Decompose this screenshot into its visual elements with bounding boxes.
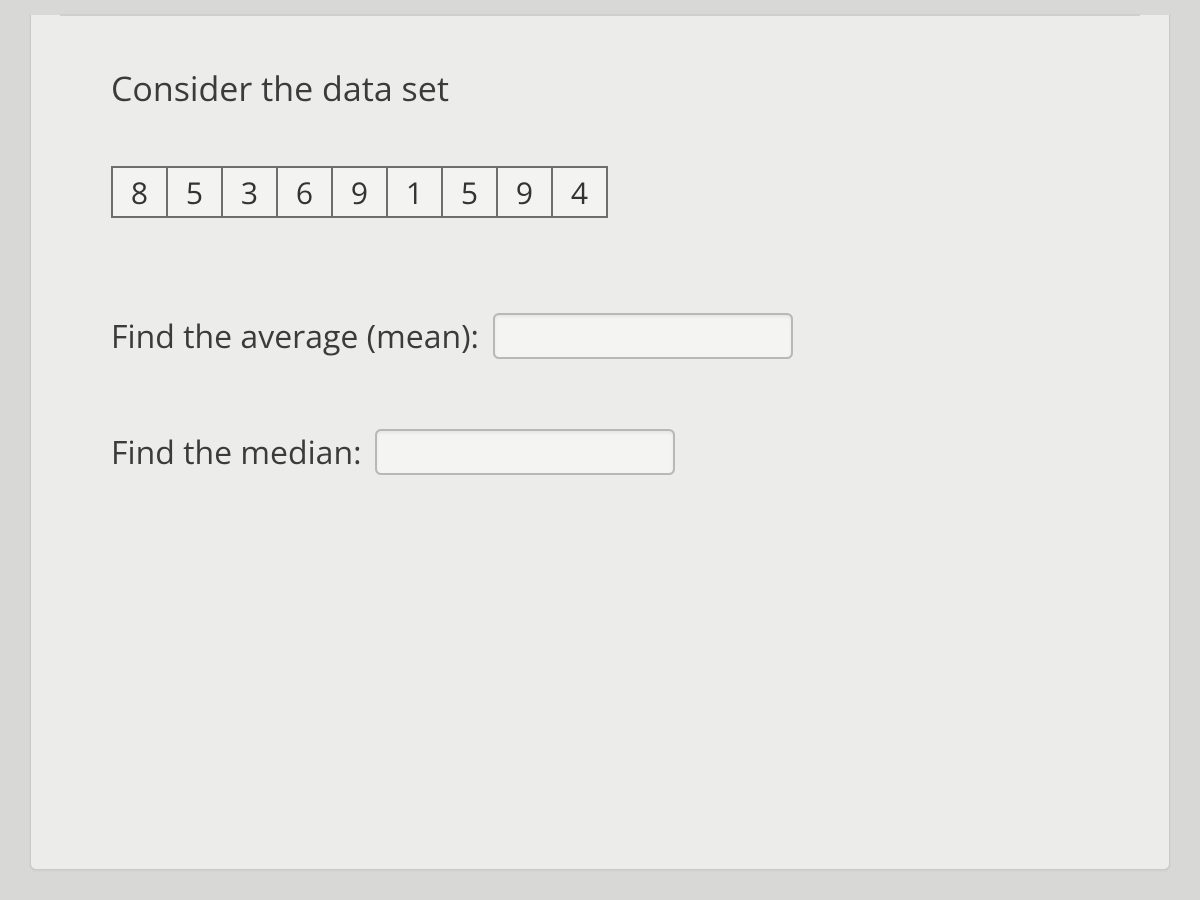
outer-frame: Consider the data set 8 5 3 6 9 1 5 9 4 …: [0, 0, 1200, 900]
table-row: 8 5 3 6 9 1 5 9 4: [112, 167, 607, 217]
data-cell: 4: [552, 167, 607, 217]
mean-input[interactable]: [493, 313, 793, 359]
data-cell: 5: [442, 167, 497, 217]
median-label: Find the median:: [111, 431, 361, 474]
data-cell: 5: [167, 167, 222, 217]
data-cell: 6: [277, 167, 332, 217]
median-input[interactable]: [375, 429, 675, 475]
question-card: Consider the data set 8 5 3 6 9 1 5 9 4 …: [30, 15, 1170, 870]
data-cell: 9: [497, 167, 552, 217]
question-title: Consider the data set: [111, 65, 1089, 111]
data-set-table: 8 5 3 6 9 1 5 9 4: [111, 166, 608, 218]
data-cell: 3: [222, 167, 277, 217]
mean-label: Find the average (mean):: [111, 315, 479, 358]
mean-question-row: Find the average (mean):: [111, 313, 1089, 359]
data-cell: 8: [112, 167, 167, 217]
data-cell: 9: [332, 167, 387, 217]
top-divider: [60, 14, 1140, 16]
data-cell: 1: [387, 167, 442, 217]
median-question-row: Find the median:: [111, 429, 1089, 475]
